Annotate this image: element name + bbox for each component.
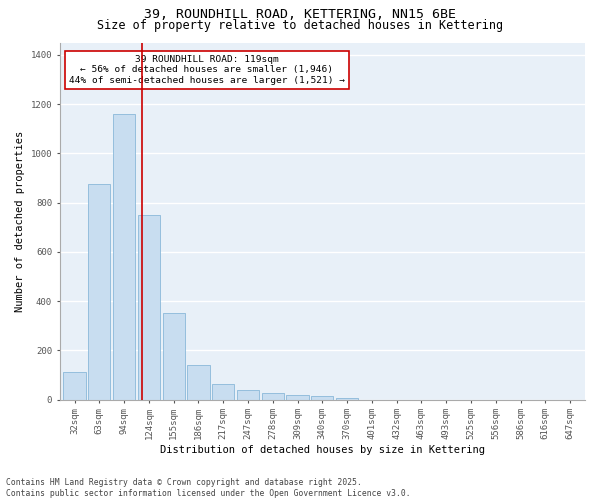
- Bar: [138, 215, 160, 400]
- Bar: [237, 390, 259, 400]
- Y-axis label: Number of detached properties: Number of detached properties: [15, 130, 25, 312]
- Text: 39, ROUNDHILL ROAD, KETTERING, NN15 6BE: 39, ROUNDHILL ROAD, KETTERING, NN15 6BE: [144, 8, 456, 20]
- Bar: [286, 394, 309, 400]
- X-axis label: Distribution of detached houses by size in Kettering: Distribution of detached houses by size …: [160, 445, 485, 455]
- Bar: [88, 184, 110, 400]
- Bar: [163, 314, 185, 400]
- Text: 39 ROUNDHILL ROAD: 119sqm
← 56% of detached houses are smaller (1,946)
44% of se: 39 ROUNDHILL ROAD: 119sqm ← 56% of detac…: [69, 55, 345, 85]
- Bar: [336, 398, 358, 400]
- Text: Contains HM Land Registry data © Crown copyright and database right 2025.
Contai: Contains HM Land Registry data © Crown c…: [6, 478, 410, 498]
- Bar: [187, 365, 209, 400]
- Bar: [64, 372, 86, 400]
- Bar: [311, 396, 334, 400]
- Bar: [212, 384, 235, 400]
- Bar: [113, 114, 135, 400]
- Text: Size of property relative to detached houses in Kettering: Size of property relative to detached ho…: [97, 18, 503, 32]
- Bar: [262, 392, 284, 400]
